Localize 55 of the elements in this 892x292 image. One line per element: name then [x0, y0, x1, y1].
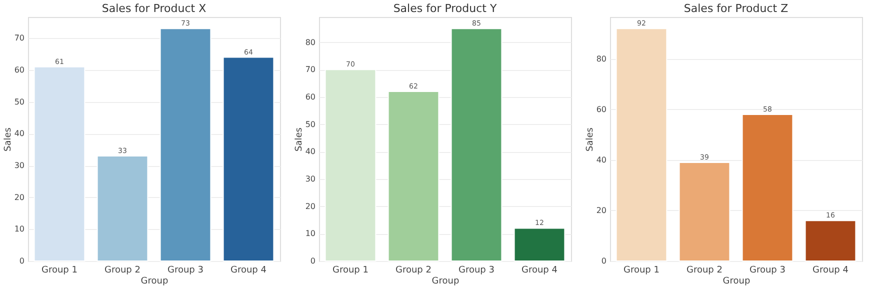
x-tick-label: Group 4 — [522, 266, 558, 276]
chart-title: Sales for Product Z — [684, 2, 789, 15]
y-tick-label: 70 — [14, 34, 24, 43]
bar — [514, 228, 566, 262]
y-tick-label: 0 — [310, 256, 316, 266]
chart-title: Sales for Product Y — [393, 2, 497, 15]
x-axis-title: Group — [432, 276, 460, 286]
y-tick-label: 50 — [305, 120, 316, 129]
y-tick-label: 10 — [305, 229, 316, 238]
y-tick-label: 50 — [14, 97, 24, 106]
bar — [222, 56, 274, 262]
chart-title: Sales for Product X — [102, 2, 207, 15]
y-tick-label: 30 — [14, 161, 24, 170]
y-tick-label: 20 — [14, 192, 24, 202]
bar — [616, 28, 668, 262]
y-tick-label: 70 — [305, 65, 316, 74]
y-tick-label: 80 — [596, 54, 606, 64]
y-axis-title: Sales — [585, 127, 596, 152]
bar — [324, 69, 376, 262]
x-tick-label: Group 1 — [42, 266, 78, 276]
bar — [388, 91, 440, 262]
bar — [450, 28, 502, 262]
y-tick-label: 40 — [596, 155, 606, 164]
y-tick-label: 10 — [14, 224, 24, 234]
bar — [678, 162, 730, 262]
x-tick-label: Group 1 — [332, 266, 368, 276]
x-tick-label: Group 2 — [686, 266, 722, 276]
x-axis-title: Group — [140, 276, 168, 286]
y-tick-label: 40 — [305, 147, 316, 156]
bar — [804, 220, 856, 262]
bar — [96, 155, 148, 262]
y-tick-label: 60 — [596, 104, 606, 114]
x-tick-label: Group 3 — [168, 266, 204, 276]
x-tick-label: Group 3 — [458, 266, 494, 276]
y-tick-label: 60 — [305, 92, 316, 102]
y-tick-label: 20 — [596, 206, 606, 215]
y-tick-label: 60 — [14, 66, 24, 74]
x-tick-label: Group 4 — [230, 266, 267, 276]
y-tick-label: 40 — [14, 129, 24, 138]
x-tick-label: Group 2 — [396, 266, 432, 276]
x-tick-label: Group 2 — [104, 266, 140, 276]
x-axis-title: Group — [722, 276, 750, 286]
y-axis-title: Sales — [294, 127, 304, 152]
bar — [34, 66, 86, 262]
y-tick-label: 20 — [305, 202, 316, 211]
y-tick-label: 80 — [305, 38, 316, 47]
y-axis-title: Sales — [3, 127, 14, 152]
bar — [160, 28, 212, 262]
x-tick-label: Group 3 — [750, 266, 786, 276]
y-tick-label: 30 — [305, 174, 316, 184]
y-tick-label: 0 — [601, 256, 606, 266]
bar — [742, 114, 794, 262]
x-tick-label: Group 4 — [812, 266, 849, 276]
y-tick-label: 0 — [19, 256, 24, 266]
x-tick-label: Group 1 — [624, 266, 660, 276]
